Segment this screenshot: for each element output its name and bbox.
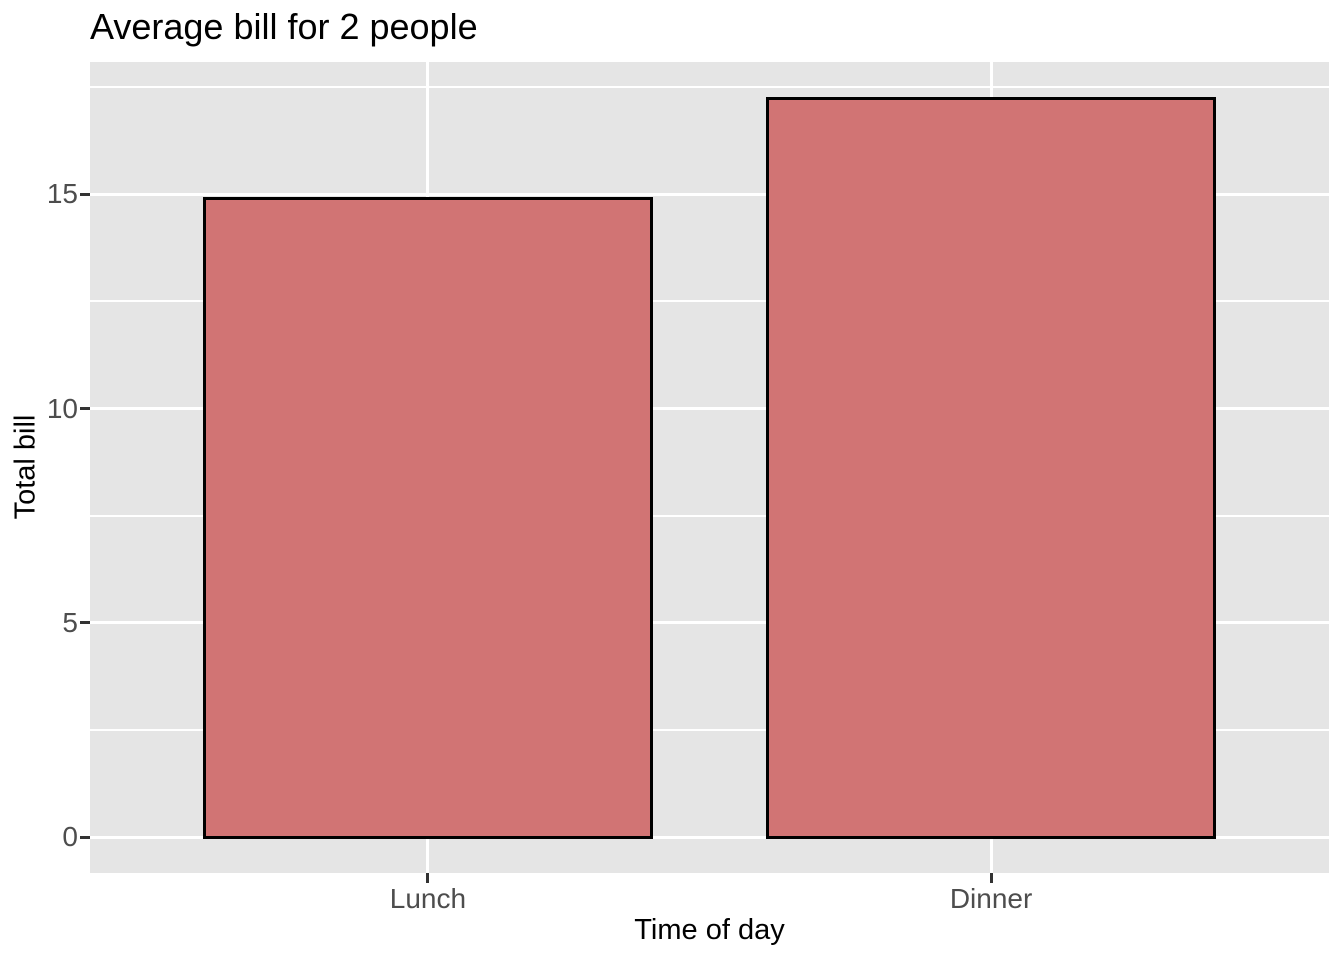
y-axis-title: Total bill	[9, 414, 42, 520]
major-gridline-y-5	[90, 621, 1329, 625]
minor-gridline-y-17.5	[90, 85, 1329, 88]
plot-panel	[90, 62, 1329, 873]
x-tick-label-dinner: Dinner	[949, 883, 1033, 914]
minor-gridline-y-2.5	[90, 729, 1329, 732]
x-tick-mark-dinner	[989, 873, 993, 883]
y-tick-mark-0	[80, 835, 90, 839]
y-tick-label-15: 15	[46, 178, 78, 210]
y-tick-label-0: 0	[62, 821, 78, 853]
y-tick-mark-15	[80, 192, 90, 196]
minor-gridline-y-12.5	[90, 300, 1329, 303]
bar-dinner	[765, 97, 1217, 839]
bar-lunch	[202, 197, 654, 839]
major-gridline-y-0	[90, 835, 1329, 839]
major-gridline-y-15	[90, 192, 1329, 196]
y-tick-mark-5	[80, 621, 90, 625]
y-tick-label-10: 10	[46, 392, 78, 424]
y-tick-label-5: 5	[62, 606, 78, 638]
y-tick-mark-10	[80, 407, 90, 411]
major-gridline-y-10	[90, 407, 1329, 411]
x-tick-label-lunch: Lunch	[389, 883, 467, 914]
chart-title: Average bill for 2 people	[90, 6, 478, 47]
x-axis-title: Time of day	[634, 914, 785, 946]
x-tick-mark-lunch	[426, 873, 430, 883]
minor-gridline-y-7.5	[90, 514, 1329, 517]
